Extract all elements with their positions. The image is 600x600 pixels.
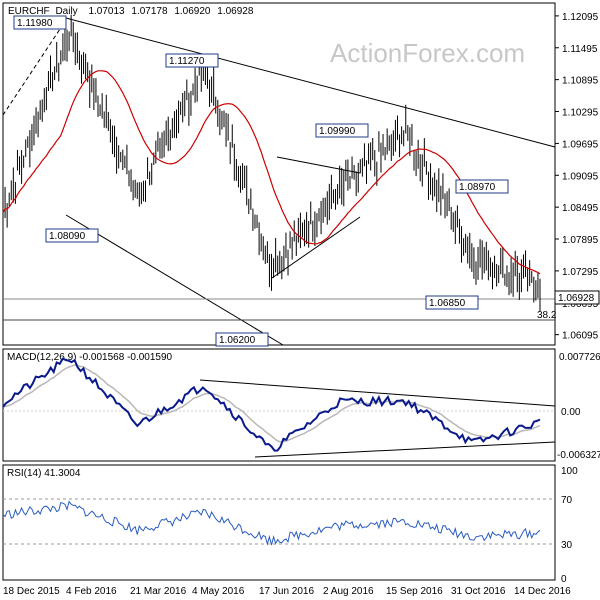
macd-title: MACD(12,26,9) -0.001568 -0.001590: [7, 352, 173, 363]
price-tick-label: 1.07295: [562, 267, 599, 278]
last-price-value: 1.06928: [558, 293, 595, 304]
rsi-tick-30: 30: [561, 540, 573, 551]
rsi-tick-70: 70: [561, 495, 573, 506]
price-tick-label: 1.11495: [562, 44, 598, 55]
annotation-low-3: 1.06850: [425, 295, 479, 310]
open-value: 1.07013: [88, 6, 125, 17]
price-panel-frame: [2, 2, 556, 346]
rsi-line: [2, 500, 541, 546]
x-label-7: 31 Oct 2016: [451, 586, 506, 597]
high-value: 1.07178: [131, 6, 168, 17]
annotation-high-3: 1.09990: [315, 123, 369, 138]
macd-tick-bottom: -0.006327: [557, 450, 600, 461]
annotation-low-1-text: 1.08090: [49, 231, 86, 242]
low-value: 1.06920: [174, 6, 211, 17]
fib-38-label: 38.2: [537, 310, 557, 321]
rsi-axis: 100 70 30 0: [561, 466, 578, 585]
x-label-1: 4 Feb 2016: [66, 586, 117, 597]
svg-text:EURCHF Daily 1.07013: EURCHF Daily 1.07013 1.07178 1.06920 1.0…: [8, 6, 254, 17]
annotation-low-1: 1.08090: [45, 228, 99, 243]
timeframe-label: Daily: [55, 6, 77, 17]
x-label-0: 18 Dec 2015: [3, 586, 60, 597]
x-label-8: 14 Dec 2016: [514, 586, 571, 597]
x-label-3: 4 May 2016: [192, 586, 245, 597]
x-label-2: 21 Mar 2016: [130, 586, 187, 597]
annotation-high-3-text: 1.09990: [319, 126, 356, 137]
x-label-6: 15 Sep 2016: [386, 586, 443, 597]
rsi-panel-frame: [2, 464, 556, 581]
x-label-5: 2 Aug 2016: [323, 586, 374, 597]
macd-line: [2, 357, 541, 452]
price-tick-label: 1.09695: [562, 139, 599, 150]
main-down-trendline: [65, 17, 556, 148]
annotation-high-2: 1.11270: [165, 53, 219, 68]
annotation-high-2-text: 1.11270: [169, 56, 205, 67]
price-tick-label: 1.12095: [562, 12, 599, 23]
rsi-title: RSI(14) 41.3004: [7, 468, 81, 479]
rsi-tick-0: 0: [561, 574, 567, 585]
price-tick-label: 1.08495: [562, 203, 599, 214]
x-axis: 18 Dec 2015 4 Feb 2016 21 Mar 2016 4 May…: [3, 586, 571, 597]
close-value: 1.06928: [217, 6, 254, 17]
price-bars: [2, 14, 541, 311]
symbol-label: EURCHF: [8, 6, 50, 17]
rsi-tick-100: 100: [561, 466, 578, 477]
macd-signal-line: [2, 364, 541, 443]
annotation-low-3-text: 1.06850: [429, 298, 466, 309]
macd-tick-top: 0.007726: [559, 352, 600, 363]
lower-channel-line: [65, 214, 284, 346]
triangle-lower-line: [271, 216, 361, 279]
price-tick-label: 1.07895: [562, 235, 599, 246]
price-tick-label: 1.06095: [562, 331, 599, 342]
moving-average-line: [2, 70, 541, 275]
last-price-tag: 1.06928: [554, 290, 600, 305]
x-label-4: 17 Jun 2016: [259, 586, 314, 597]
annotation-high-1-text: 1.11980: [17, 18, 53, 29]
macd-lower-trendline: [254, 441, 556, 458]
price-tick-label: 1.10295: [562, 108, 599, 119]
price-tick-label: 1.09095: [562, 171, 599, 182]
annotation-high-4-text: 1.08970: [459, 182, 496, 193]
annotation-low-2-text: 1.06200: [219, 335, 256, 346]
annotation-high-4: 1.08970: [455, 179, 509, 194]
dashed-upper-trendline: [2, 19, 67, 116]
annotation-high-1: 1.11980: [13, 15, 67, 30]
annotation-low-2: 1.06200: [215, 332, 269, 347]
macd-tick-zero: 0.00: [561, 407, 581, 418]
watermark: ActionForex.com: [330, 38, 525, 68]
macd-upper-trendline: [199, 379, 556, 407]
price-tick-label: 1.10895: [562, 76, 599, 87]
macd-axis: 0.007726 0.00 -0.006327: [557, 352, 600, 461]
macd-panel-frame: [2, 348, 556, 462]
